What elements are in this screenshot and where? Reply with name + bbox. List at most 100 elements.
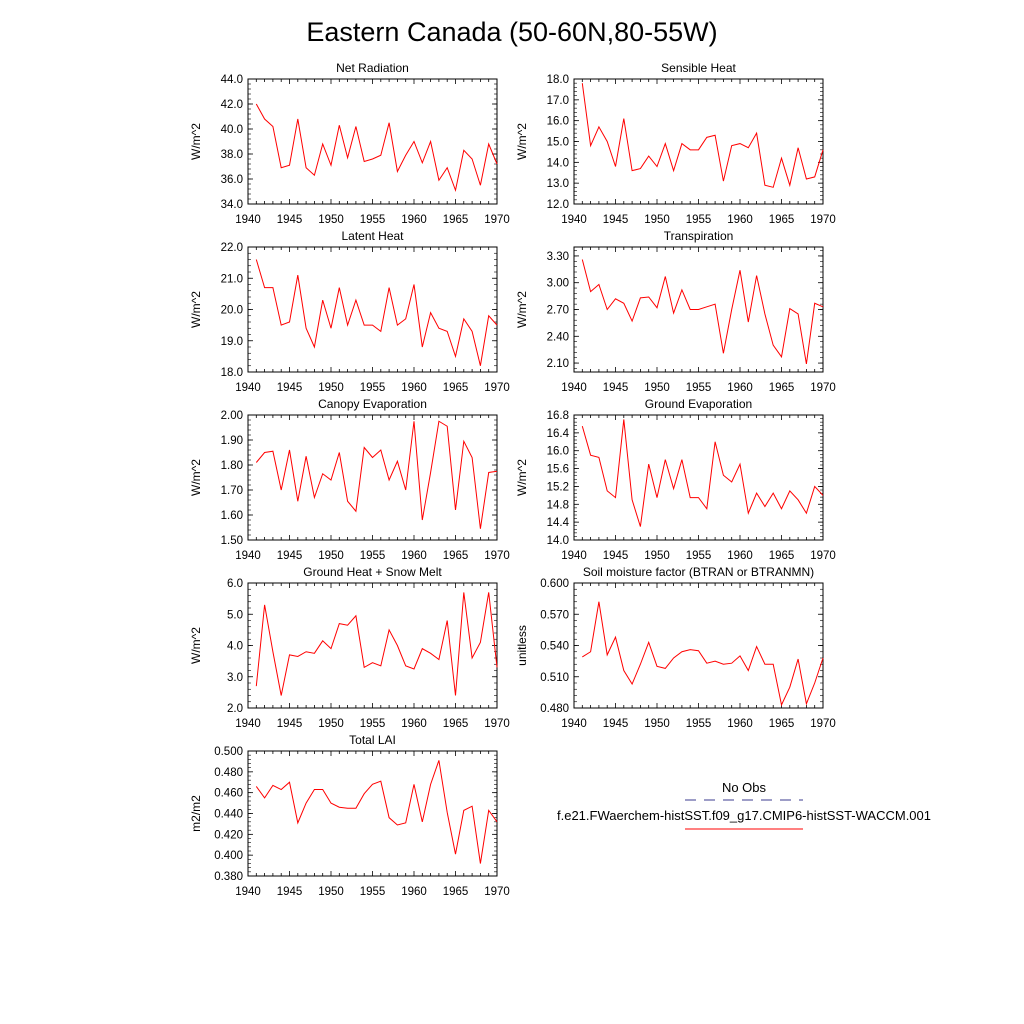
y-tick-label: 44.0 [221, 74, 243, 86]
y-tick-label: 0.480 [214, 767, 243, 779]
x-tick-label: 1960 [401, 550, 427, 562]
y-tick-label: 1.60 [221, 510, 243, 522]
y-axis-label: W/m^2 [515, 123, 529, 160]
y-axis-label: W/m^2 [189, 627, 203, 664]
panel-title: Canopy Evaporation [318, 397, 427, 411]
x-tick-label: 1960 [401, 718, 427, 730]
y-tick-label: 17.0 [547, 95, 569, 107]
y-tick-label: 0.570 [540, 609, 569, 621]
x-tick-label: 1965 [443, 382, 469, 394]
y-tick-label: 0.400 [214, 850, 243, 862]
x-tick-label: 1950 [644, 550, 670, 562]
panel-title: Sensible Heat [661, 61, 736, 75]
panel-total-lai: Total LAI m2/m2 1940 1945 1950 1955 1960 1965 19… [189, 733, 510, 898]
x-tick-label: 1970 [810, 718, 836, 730]
series-line-model [255, 259, 498, 366]
y-tick-label: 36.0 [221, 174, 243, 186]
y-tick-label: 15.6 [547, 464, 569, 476]
x-tick-label: 1955 [360, 886, 386, 898]
y-tick-label: 40.0 [221, 124, 243, 136]
y-tick-label: 2.00 [221, 410, 243, 422]
y-tick-label: 2.70 [547, 305, 569, 317]
x-tick-label: 1940 [235, 550, 261, 562]
x-tick-label: 1960 [401, 214, 427, 226]
panel-transpiration: Transpiration W/m^2 1940 1945 1950 1955 1960 19… [515, 229, 836, 394]
x-tick-label: 1965 [769, 214, 795, 226]
x-tick-label: 1945 [277, 718, 303, 730]
y-tick-label: 1.80 [221, 460, 243, 472]
x-tick-label: 1970 [484, 214, 510, 226]
x-tick-label: 1945 [603, 382, 629, 394]
x-tick-label: 1950 [318, 886, 344, 898]
panel-title: Transpiration [664, 229, 734, 243]
y-tick-label: 5.0 [227, 609, 243, 621]
series-line-model [581, 83, 824, 188]
panel-ground-heat-snow-melt: Ground Heat + Snow Melt W/m^2 1940 1945 1950… [189, 565, 510, 730]
plot-frame [573, 582, 824, 709]
y-axis-label: W/m^2 [515, 291, 529, 328]
y-tick-label: 12.0 [547, 199, 569, 211]
x-tick-label: 1955 [686, 550, 712, 562]
y-tick-label: 21.0 [221, 273, 243, 285]
x-tick-label: 1970 [484, 718, 510, 730]
panel-title: Ground Evaporation [645, 397, 752, 411]
y-tick-label: 0.480 [540, 703, 569, 715]
x-tick-label: 1950 [318, 550, 344, 562]
panel-title: Ground Heat + Snow Melt [303, 565, 442, 579]
plot-frame [247, 246, 498, 373]
x-tick-label: 1970 [484, 550, 510, 562]
x-tick-label: 1955 [360, 214, 386, 226]
x-tick-label: 1950 [644, 214, 670, 226]
x-tick-label: 1955 [686, 382, 712, 394]
y-tick-label: 0.540 [540, 641, 569, 653]
plot-frame [247, 750, 498, 877]
x-tick-label: 1950 [318, 214, 344, 226]
plot-frame [573, 246, 824, 373]
panel-title: Soil moisture factor (BTRAN or BTRANMN) [583, 565, 814, 579]
series-line-model [581, 259, 824, 365]
x-tick-label: 1950 [644, 382, 670, 394]
panel-title: Net Radiation [336, 61, 409, 75]
x-tick-label: 1955 [360, 550, 386, 562]
plot-frame [247, 78, 498, 205]
x-tick-label: 1940 [235, 886, 261, 898]
x-tick-label: 1965 [443, 550, 469, 562]
y-tick-label: 22.0 [221, 242, 243, 254]
y-tick-label: 16.0 [547, 116, 569, 128]
x-tick-label: 1970 [810, 550, 836, 562]
y-tick-label: 0.440 [214, 809, 243, 821]
x-tick-label: 1955 [360, 718, 386, 730]
x-tick-label: 1940 [235, 718, 261, 730]
panel-title: Latent Heat [341, 229, 404, 243]
x-tick-label: 1940 [561, 550, 587, 562]
y-tick-label: 0.460 [214, 788, 243, 800]
y-tick-label: 38.0 [221, 149, 243, 161]
x-tick-label: 1940 [561, 382, 587, 394]
panel-soil-moisture-factor-btran-or-btranmn: Soil moisture factor (BTRAN or BTRANMN) u… [515, 565, 836, 730]
x-tick-label: 1960 [727, 382, 753, 394]
x-tick-label: 1945 [603, 718, 629, 730]
y-tick-label: 42.0 [221, 99, 243, 111]
y-tick-label: 14.0 [547, 535, 569, 547]
y-tick-label: 1.50 [221, 535, 243, 547]
y-tick-label: 14.8 [547, 499, 569, 511]
y-tick-label: 1.90 [221, 435, 243, 447]
legend-model-label: f.e21.FWaerchem-histSST.f09_g17.CMIP6-hi… [557, 808, 931, 823]
x-tick-label: 1970 [484, 886, 510, 898]
y-tick-label: 16.4 [547, 428, 570, 440]
y-tick-label: 34.0 [221, 199, 243, 211]
y-tick-label: 1.70 [221, 485, 243, 497]
y-tick-label: 2.40 [547, 331, 569, 343]
y-axis-label: W/m^2 [515, 459, 529, 496]
panel-canopy-evaporation: Canopy Evaporation W/m^2 1940 1945 1950 1955 1… [189, 397, 510, 562]
panel-sensible-heat: Sensible Heat W/m^2 1940 1945 1950 1955 1960 19… [515, 61, 836, 226]
y-axis-label: W/m^2 [189, 459, 203, 496]
y-axis-label: unitless [515, 625, 529, 666]
x-tick-label: 1960 [727, 718, 753, 730]
x-tick-label: 1970 [810, 382, 836, 394]
y-axis-label: W/m^2 [189, 291, 203, 328]
x-tick-label: 1965 [769, 718, 795, 730]
x-tick-label: 1940 [235, 214, 261, 226]
figure-title: Eastern Canada (50-60N,80-55W) [306, 17, 717, 47]
x-tick-label: 1970 [810, 214, 836, 226]
